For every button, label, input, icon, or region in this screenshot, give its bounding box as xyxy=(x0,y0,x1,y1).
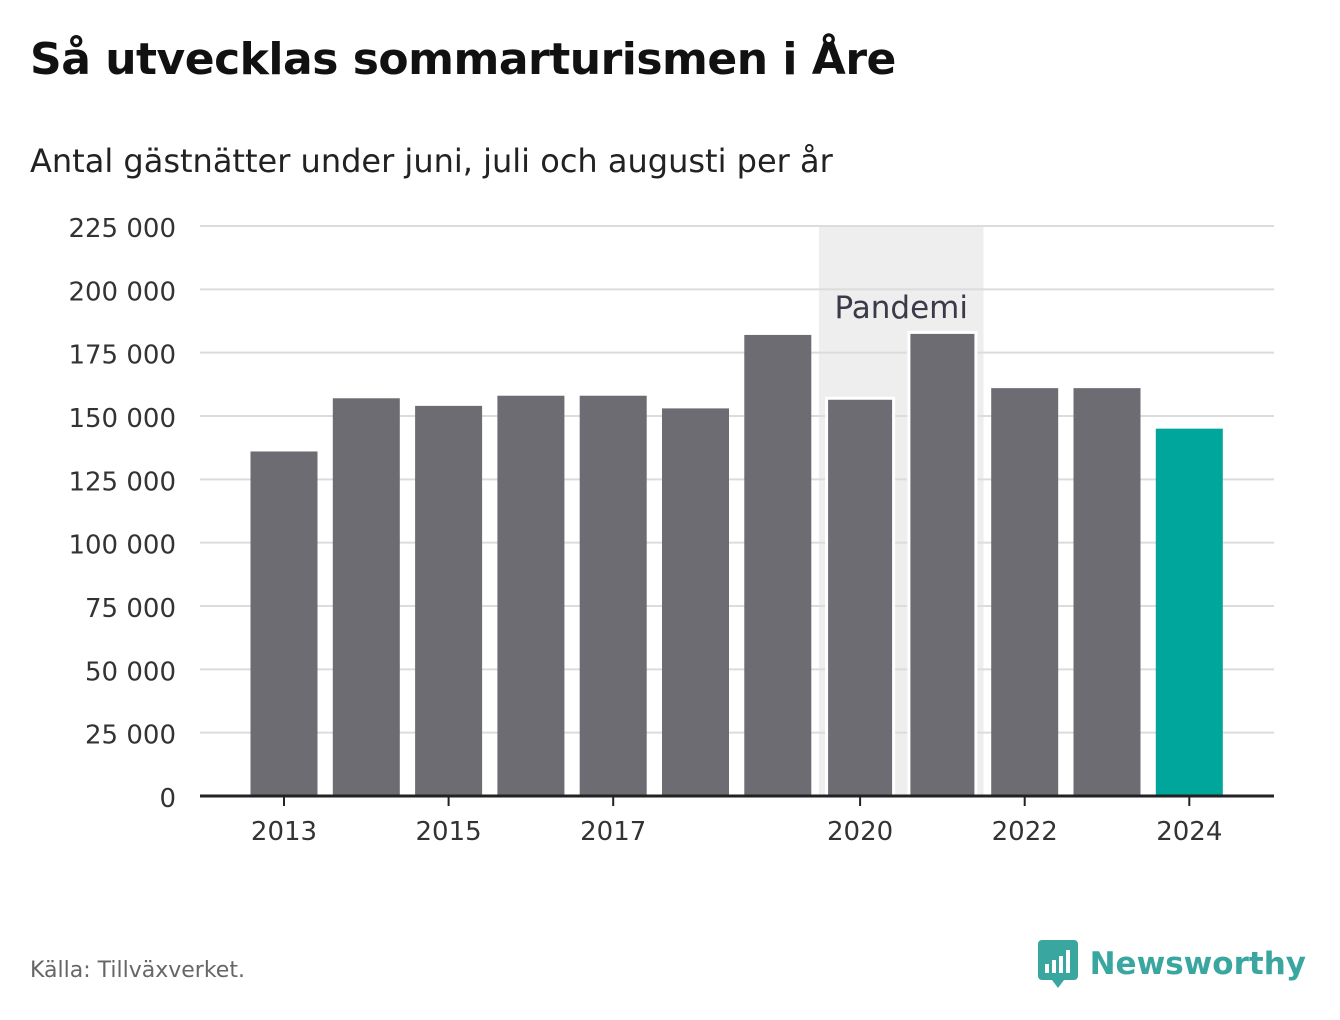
pandemic-label: Pandemi xyxy=(834,290,968,326)
brand-logo[interactable]: Newsworthy xyxy=(1037,940,1306,988)
bar-2016 xyxy=(497,395,565,796)
bar-2024 xyxy=(1155,428,1223,796)
bar-2023 xyxy=(1073,388,1141,796)
y-tick-label: 100 000 xyxy=(68,531,176,561)
y-tick-label: 125 000 xyxy=(68,467,176,497)
y-tick-label: 175 000 xyxy=(68,341,176,371)
bar-2021 xyxy=(907,330,978,798)
bar-2017 xyxy=(579,395,647,796)
bar-2019 xyxy=(744,334,812,796)
chart-speech-bubble-icon xyxy=(1037,940,1078,988)
bar-2013 xyxy=(250,451,318,796)
y-tick-label: 0 xyxy=(159,784,176,814)
y-tick-label: 50 000 xyxy=(85,657,176,687)
source-note: Källa: Tillväxverket. xyxy=(30,958,245,983)
x-tick-label: 2017 xyxy=(580,817,646,847)
x-tick-label: 2015 xyxy=(416,817,482,847)
y-tick-label: 225 000 xyxy=(68,214,176,244)
y-tick-label: 75 000 xyxy=(85,594,176,624)
chart-subtitle: Antal gästnätter under juni, juli och au… xyxy=(30,142,833,180)
x-tick-label: 2020 xyxy=(827,817,893,847)
brand-name: Newsworthy xyxy=(1089,946,1306,982)
chart-title: Så utvecklas sommarturismen i Åre xyxy=(30,34,896,85)
y-tick-label: 200 000 xyxy=(68,277,176,307)
bar-2022 xyxy=(991,388,1059,796)
y-tick-label: 25 000 xyxy=(85,721,176,751)
bar-2018 xyxy=(662,408,729,796)
x-tick-label: 2013 xyxy=(251,817,317,847)
bar-2020 xyxy=(825,396,896,798)
x-tick-label: 2022 xyxy=(992,817,1058,847)
bar-2014 xyxy=(332,398,400,796)
x-tick-label: 2024 xyxy=(1156,817,1222,847)
bar-chart: 0 25 000 50 000 75 000 100 000 125 000 150 000… xyxy=(68,214,1274,847)
bar-2015 xyxy=(415,405,483,796)
y-tick-label: 150 000 xyxy=(68,404,176,434)
